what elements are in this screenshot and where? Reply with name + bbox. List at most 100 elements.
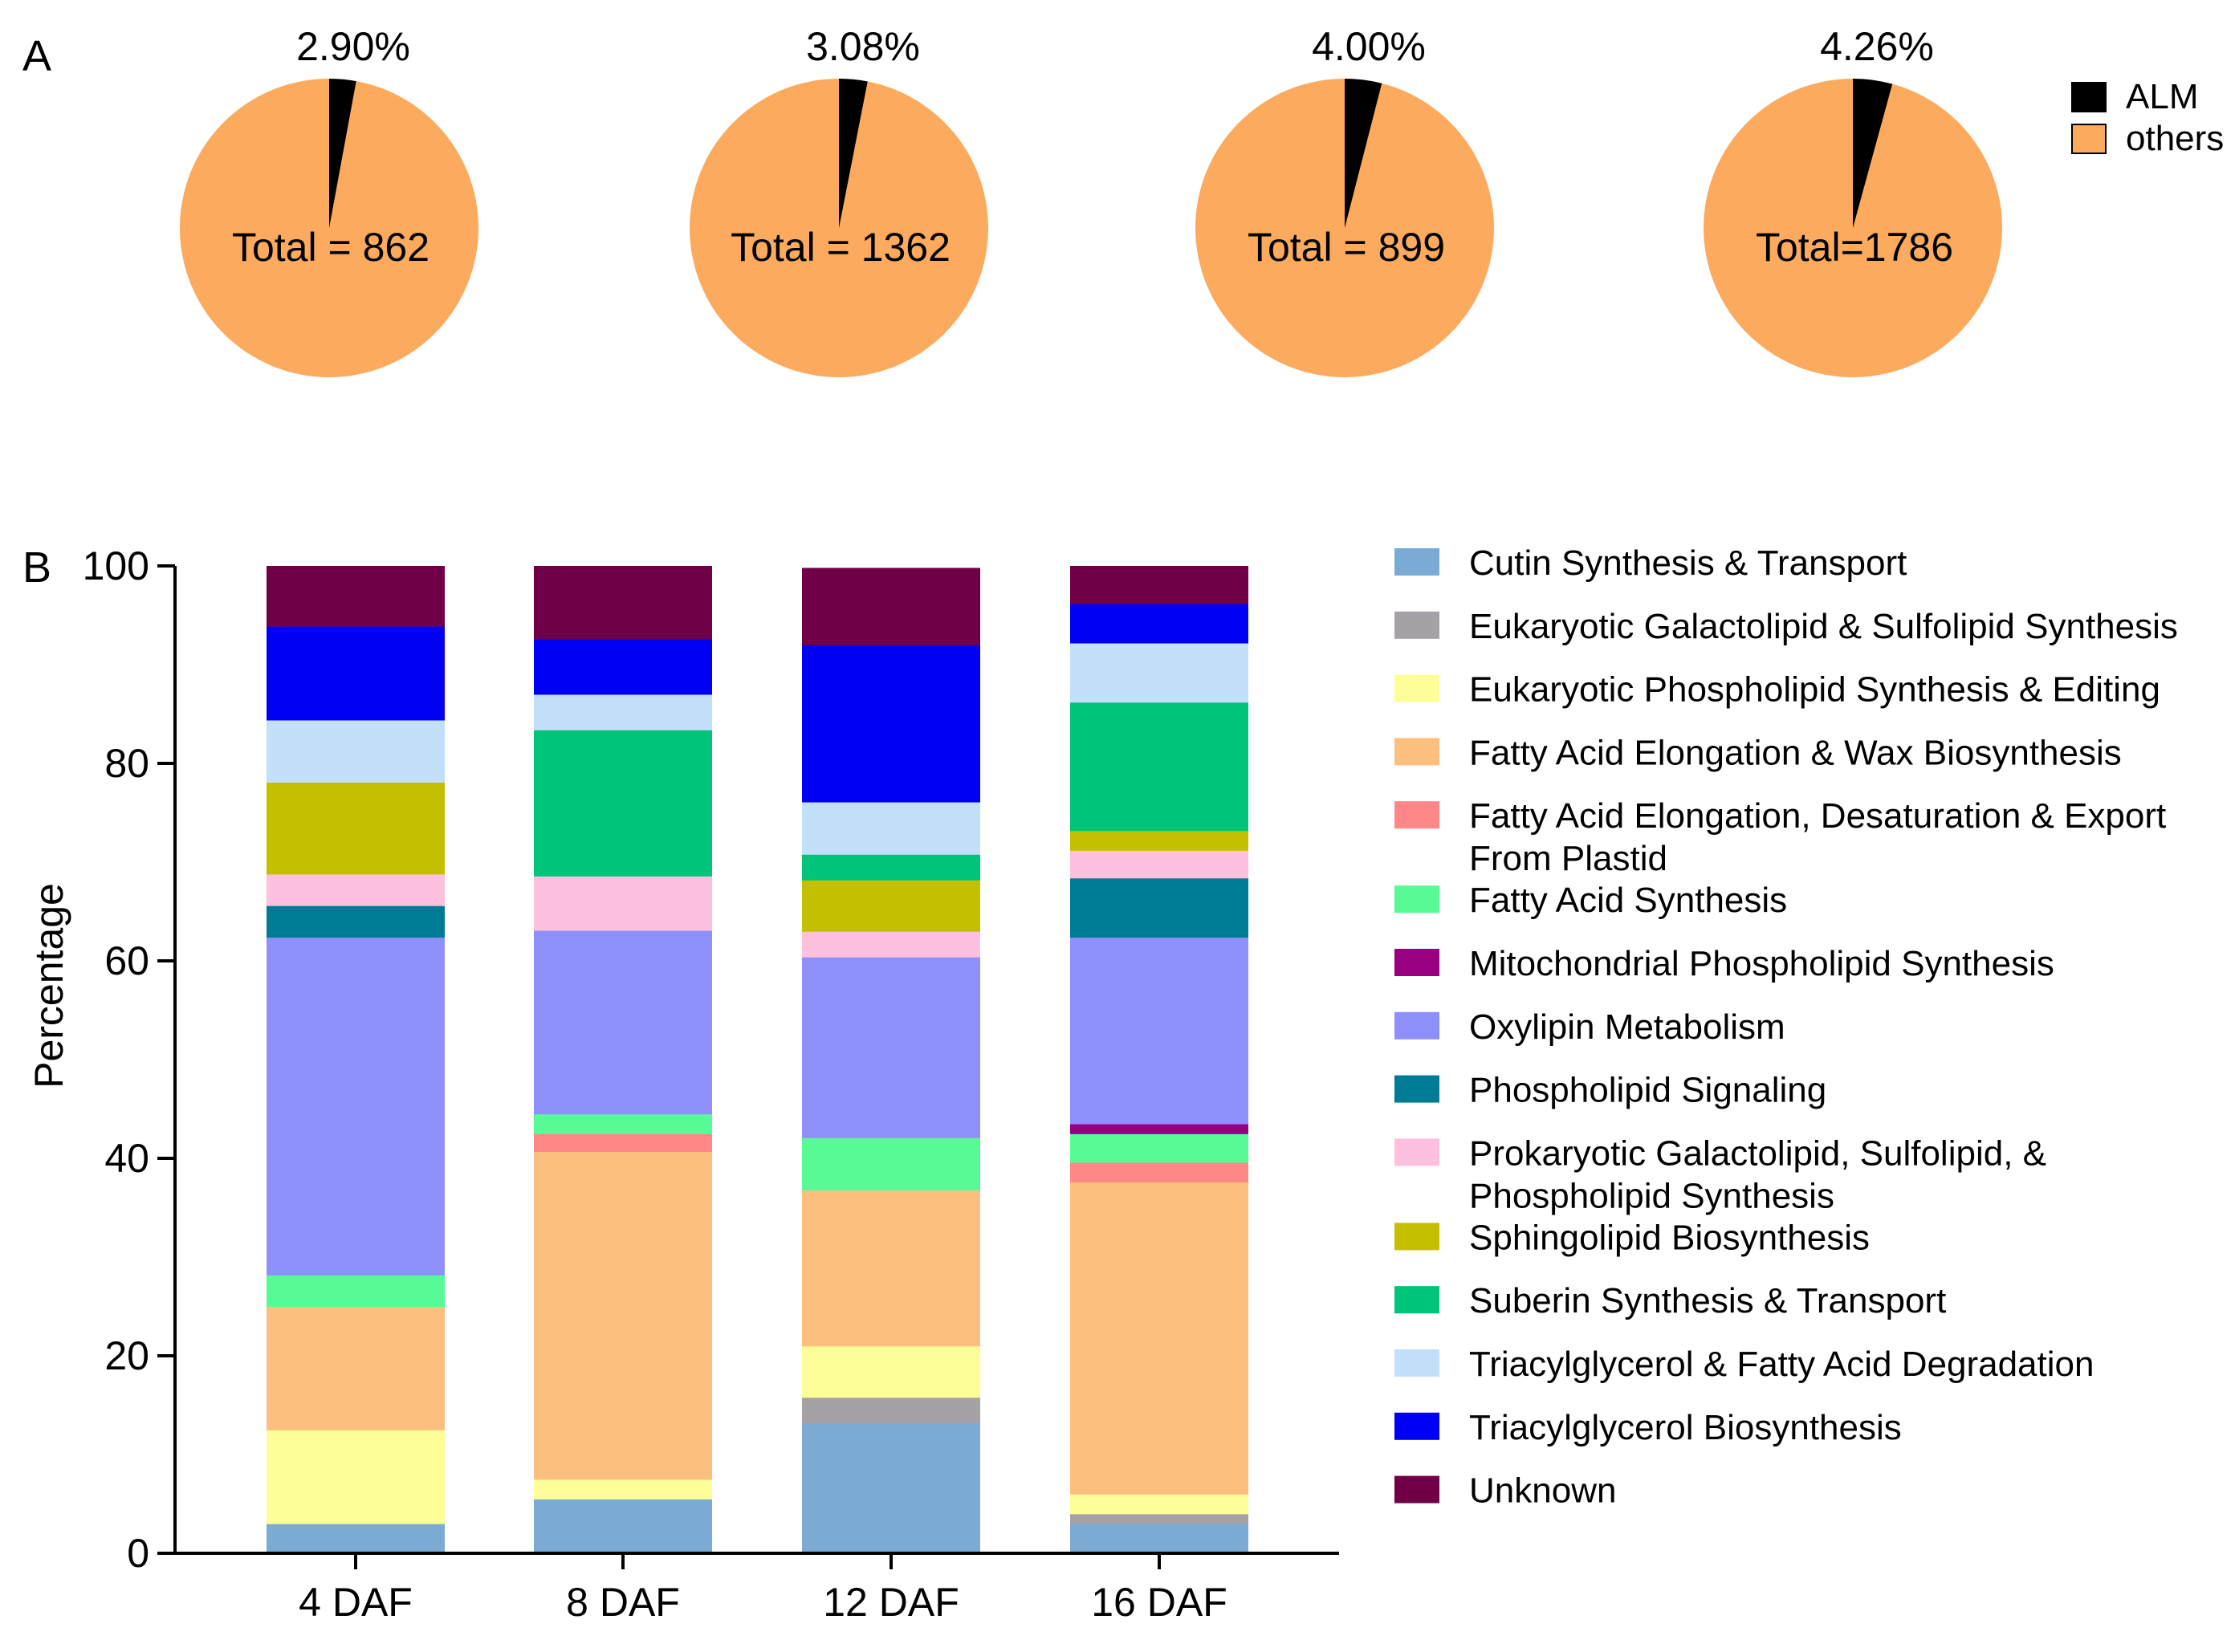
legend-item: Triacylglycerol Biosynthesis (1394, 1408, 1902, 1447)
legend-label: Fatty Acid Synthesis (1469, 881, 1787, 920)
bar-segment (1070, 1133, 1248, 1163)
bar-segment (1070, 1182, 1248, 1495)
legend-item: Phospholipid Signaling (1394, 1071, 1826, 1110)
pie-1: 2.90% Total = 862 (180, 24, 478, 377)
bar-segment (802, 957, 980, 1138)
legend-swatch (1394, 548, 1439, 576)
legend-item: Fatty Acid Elongation, Desaturation & Ex… (1394, 796, 2166, 878)
pie-3: 4.00% Total = 899 (1195, 24, 1494, 377)
x-tick-label: 16 DAF (1091, 1580, 1227, 1625)
bar-segment (267, 873, 445, 906)
y-tick-label: 60 (104, 938, 149, 983)
legend-swatch (1394, 1011, 1439, 1040)
legend-label: Prokaryotic Galactolipid, Sulfolipid, & (1469, 1133, 2046, 1173)
legend-label: Sphingolipid Biosynthesis (1469, 1218, 1870, 1257)
bar-segment (534, 694, 712, 730)
pie-slice-alm (1853, 79, 1893, 228)
bar-segment (267, 905, 445, 938)
bar-segment (534, 639, 712, 695)
y-tick-label: 40 (104, 1136, 149, 1181)
y-tick-label: 100 (83, 543, 149, 588)
legend-item: Unknown (1394, 1471, 1616, 1511)
legend-item: Triacylglycerol & Fatty Acid Degradation (1394, 1345, 2094, 1384)
bar-segment (534, 730, 712, 877)
bar-segment (534, 1113, 712, 1134)
legend-label: Phospholipid Signaling (1469, 1071, 1826, 1110)
pie-percent-label: 4.00% (1312, 24, 1426, 69)
legend-swatch (1394, 949, 1439, 976)
pie-percent-label: 2.90% (296, 24, 410, 69)
bar-segment (802, 880, 980, 932)
legend-swatch (1394, 1286, 1439, 1314)
y-tick-label: 80 (104, 741, 149, 786)
y-tick-label: 0 (127, 1531, 149, 1576)
bar-segment (802, 1190, 980, 1347)
bar-segment (534, 930, 712, 1115)
pie-percent-label: 4.26% (1820, 24, 1934, 69)
legend-label: From Plastid (1469, 839, 1667, 878)
legend-item: Fatty Acid Elongation & Wax Biosynthesis (1394, 733, 2122, 772)
bar-segment (1070, 1123, 1248, 1134)
legend-label: Cutin Synthesis & Transport (1469, 543, 1907, 583)
bar-segment (267, 937, 445, 1276)
pie-slice-alm (839, 79, 868, 228)
legend-label: Unknown (1469, 1471, 1616, 1511)
bar-segment (1070, 1524, 1248, 1554)
bar-segment (1070, 937, 1248, 1125)
stacked-bar-chart: 4 DAF 8 DAF 12 DAF 16 DAF 0 20 40 60 80 100 Percen… (26, 543, 1339, 1625)
bar-segment (1070, 850, 1248, 879)
panel-b-label: B (22, 543, 51, 592)
legend-swatch (1394, 801, 1439, 829)
bar-segment (534, 1499, 712, 1554)
y-tick-label: 20 (104, 1333, 149, 1378)
legend-swatch (1394, 1223, 1439, 1251)
bar-segment (802, 1137, 980, 1190)
x-tick-label: 12 DAF (823, 1580, 959, 1625)
bar-segment (534, 876, 712, 931)
bar-segment (802, 854, 980, 881)
bar-segment (267, 1306, 445, 1430)
bar-segment (267, 1524, 445, 1554)
bar-stack-2 (534, 566, 712, 1554)
pie-total-label: Total = 1362 (731, 225, 951, 270)
bar-segment (534, 1151, 712, 1480)
legend-label: Phospholipid Synthesis (1469, 1176, 1834, 1215)
pie-legend-label: ALM (2126, 77, 2198, 116)
pie-legend-label: others (2126, 119, 2224, 158)
bar-segment (267, 626, 445, 721)
legend-swatch (1394, 611, 1439, 639)
legend-label: Mitochondrial Phospholipid Synthesis (1469, 944, 2054, 983)
y-axis-label: Percentage (26, 883, 71, 1088)
legend-item: Prokaryotic Galactolipid, Sulfolipid, &P… (1394, 1133, 2046, 1215)
legend-swatch (1394, 1075, 1439, 1103)
legend-swatch (1394, 1412, 1439, 1440)
legend-item: Fatty Acid Synthesis (1394, 881, 1787, 920)
pie-slice-alm (329, 79, 356, 228)
pie-total-label: Total=1786 (1756, 225, 1953, 270)
bar-segment (1070, 1494, 1248, 1515)
bar-segment (802, 1397, 980, 1424)
pie-2: 3.08% Total = 1362 (690, 24, 988, 377)
legend-swatch (1394, 674, 1439, 702)
legend-label: Suberin Synthesis & Transport (1469, 1281, 1946, 1320)
legend-label: Oxylipin Metabolism (1469, 1007, 1785, 1047)
legend-item: Eukaryotic Galactolipid & Sulfolipid Syn… (1394, 607, 2178, 646)
pie-percent-label: 3.08% (806, 24, 920, 69)
bar-segment (1070, 1513, 1248, 1524)
bar-stack-1 (267, 566, 445, 1554)
bar-segment (1070, 877, 1248, 938)
legend-swatch (1394, 738, 1439, 766)
pie-total-label: Total = 899 (1248, 225, 1445, 270)
bar-segment (802, 931, 980, 958)
bar-segment (802, 801, 980, 855)
bar-segment (267, 566, 445, 627)
bar-segment (1070, 830, 1248, 851)
bar-segment (802, 645, 980, 803)
legend-swatch (1394, 1475, 1439, 1503)
pie-legend-swatch (2071, 124, 2107, 154)
bar-stack-4 (1070, 566, 1248, 1554)
pie-slice-alm (1345, 79, 1382, 228)
legend-swatch (1394, 1138, 1439, 1166)
